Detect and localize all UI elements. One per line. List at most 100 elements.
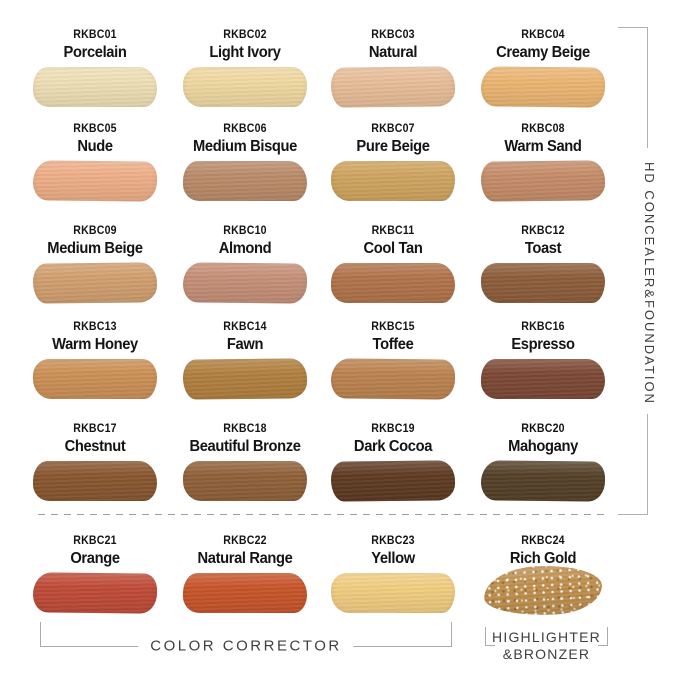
shade-name: Pure Beige [356, 138, 430, 155]
right-bracket-lower [647, 414, 648, 514]
shade-code: RKBC03 [371, 29, 415, 41]
shade-code: RKBC09 [73, 225, 117, 237]
swatch-cell: RKBC08 Warm Sand [468, 122, 618, 226]
right-bracket-bottom [618, 514, 648, 515]
shade-code: RKBC18 [223, 423, 267, 435]
swatch [183, 67, 307, 107]
swatch-cell: RKBC18 Beautiful Bronze [170, 422, 320, 526]
shade-name: Natural Range [197, 550, 293, 567]
swatch-cell: RKBC07 Pure Beige [318, 122, 468, 226]
swatch [182, 262, 308, 304]
shade-name: Natural [368, 44, 418, 61]
shade-code: RKBC05 [73, 123, 117, 135]
swatch-cell: RKBC09 Medium Beige [20, 224, 170, 328]
swatch [183, 461, 307, 501]
color-corrector-bracket: COLOR CORRECTOR [40, 622, 452, 655]
swatch-cell: RKBC19 Dark Cocoa [318, 422, 468, 526]
dashed-divider [38, 514, 604, 515]
shade-name: Creamy Beige [496, 44, 590, 61]
right-bracket-upper [647, 27, 648, 148]
shade-code: RKBC17 [73, 423, 117, 435]
swatch-cell: RKBC20 Mahogany [468, 422, 618, 526]
shade-name: Toast [524, 240, 562, 257]
shade-code: RKBC13 [73, 321, 117, 333]
swatch-cell: RKBC10 Almond [170, 224, 320, 328]
swatch-cell: RKBC11 Cool Tan [318, 224, 468, 328]
swatch [183, 161, 307, 201]
swatch [32, 262, 158, 304]
shade-name: Almond [218, 240, 272, 257]
shade-name: Warm Sand [504, 138, 582, 155]
shade-name: Rich Gold [509, 550, 577, 567]
shade-code: RKBC15 [371, 321, 415, 333]
shade-name: Yellow [371, 550, 415, 567]
swatch [330, 460, 456, 502]
shade-code: RKBC10 [223, 225, 267, 237]
shade-name: Porcelain [63, 44, 127, 61]
right-section-label: HD CONCEALER&FOUNDATION [642, 161, 657, 405]
shade-code: RKBC08 [521, 123, 565, 135]
swatch-cell: RKBC15 Toffee [318, 320, 468, 424]
shade-name: Medium Bisque [192, 138, 297, 155]
swatch-cell: RKBC03 Natural [318, 28, 468, 132]
shade-code: RKBC12 [521, 225, 565, 237]
shade-code: RKBC14 [223, 321, 267, 333]
swatch-cell: RKBC21 Orange [20, 534, 170, 638]
shade-name: Toffee [372, 336, 414, 353]
swatch-cell: RKBC02 Light Ivory [170, 28, 320, 132]
swatch-cell: RKBC01 Porcelain [20, 28, 170, 132]
swatch-cell: RKBC12 Toast [468, 224, 618, 328]
shade-code: RKBC02 [223, 29, 267, 41]
swatch-cell: RKBC06 Medium Bisque [170, 122, 320, 226]
shade-name: Nude [77, 138, 113, 155]
shade-code: RKBC11 [371, 225, 415, 237]
shade-name: Fawn [226, 336, 264, 353]
right-bracket-top [618, 27, 648, 28]
shade-name: Orange [70, 550, 120, 567]
shade-code: RKBC19 [371, 423, 415, 435]
shade-name: Espresso [511, 336, 575, 353]
shade-code: RKBC24 [521, 535, 565, 547]
swatch [331, 161, 455, 201]
shade-code: RKBC06 [223, 123, 267, 135]
swatch [33, 67, 157, 107]
highlighter-bronzer-label: HIGHLIGHTER &BRONZER [437, 629, 657, 663]
shade-name: Light Ivory [209, 44, 281, 61]
swatch-cell: RKBC05 Nude [20, 122, 170, 226]
shade-code: RKBC07 [371, 123, 415, 135]
swatch [480, 66, 606, 108]
swatch [481, 359, 605, 399]
color-corrector-label: COLOR CORRECTOR [138, 637, 354, 655]
swatch [481, 263, 605, 303]
highlighter-label-line2: &BRONZER [502, 646, 591, 662]
swatch-cell: RKBC23 Yellow [318, 534, 468, 638]
swatch-cell: RKBC16 Espresso [468, 320, 618, 424]
shade-name: Dark Cocoa [353, 438, 433, 455]
shade-code: RKBC22 [223, 535, 267, 547]
swatch [33, 359, 157, 399]
shade-code: RKBC21 [73, 535, 117, 547]
shade-code: RKBC04 [521, 29, 565, 41]
swatch [33, 461, 157, 501]
swatch-cell: RKBC14 Fawn [170, 320, 320, 424]
swatch [32, 160, 158, 202]
swatch [32, 572, 158, 614]
swatch-cell: RKBC22 Natural Range [170, 534, 320, 638]
swatch [482, 562, 604, 619]
shade-name: Mahogany [508, 438, 578, 455]
swatch-cell: RKBC13 Warm Honey [20, 320, 170, 424]
swatch [330, 66, 456, 108]
swatch [480, 460, 606, 502]
swatch [480, 160, 606, 202]
shade-name: Beautiful Bronze [189, 438, 301, 455]
swatch [182, 358, 308, 400]
shade-code: RKBC01 [73, 29, 117, 41]
shade-code: RKBC23 [371, 535, 415, 547]
left-corner-bracket-icon [485, 627, 495, 646]
shade-code: RKBC16 [521, 321, 565, 333]
swatch [331, 573, 455, 613]
shade-code: RKBC20 [521, 423, 565, 435]
shade-name: Warm Honey [52, 336, 138, 353]
swatch-cell: RKBC24 Rich Gold [468, 534, 618, 638]
